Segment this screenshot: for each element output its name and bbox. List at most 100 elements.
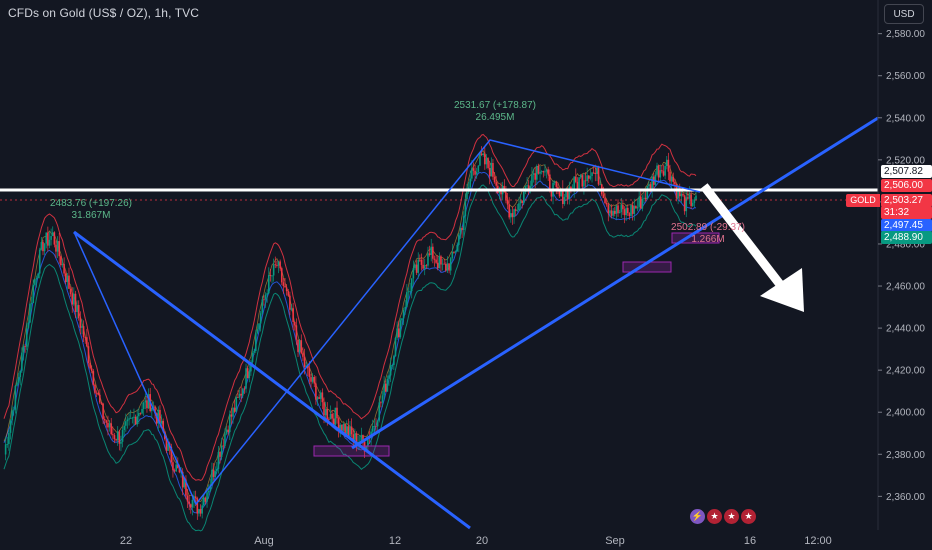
candle-body — [345, 426, 348, 435]
price-axis[interactable]: 2,360.00 2,380.00 2,400.00 2,420.00 2,440.00… — [878, 29, 925, 503]
x-tick-label: Sep — [605, 535, 625, 547]
candle-body — [516, 210, 519, 212]
candle-body — [633, 206, 636, 214]
us-flag-icon[interactable]: ★ — [724, 509, 739, 524]
candle-body — [574, 176, 577, 182]
candle-body — [363, 441, 366, 452]
candle-body — [37, 273, 39, 279]
candle-body — [254, 333, 257, 352]
candle-body — [407, 291, 410, 293]
candle-body — [544, 171, 546, 173]
candle-body — [532, 173, 535, 175]
candle-body — [207, 490, 210, 493]
candle-body — [349, 426, 351, 437]
candle-body — [402, 309, 405, 319]
candle-body — [612, 210, 614, 216]
candle-body — [553, 182, 556, 183]
candle-body — [199, 509, 202, 514]
candle-body — [9, 420, 12, 433]
candle-body — [125, 421, 127, 426]
candle-body — [225, 429, 228, 434]
candle-body — [617, 205, 619, 214]
forecast-arrow-head[interactable] — [760, 268, 804, 312]
candle-body — [178, 468, 181, 473]
candle-body — [324, 408, 327, 416]
candle-body — [141, 408, 143, 414]
lightning-icon[interactable]: ⚡ — [690, 509, 705, 524]
candle-body — [691, 202, 694, 206]
forecast-arrow-shaft[interactable] — [700, 183, 786, 290]
candle-body — [285, 287, 288, 292]
us-flag-icon[interactable]: ★ — [741, 509, 756, 524]
candle-body — [393, 356, 395, 365]
candle-body — [302, 353, 304, 357]
candle-body — [69, 288, 72, 295]
candle-body — [394, 337, 397, 357]
candle-body — [256, 329, 259, 334]
time-axis[interactable]: 22 Aug 12 20 Sep 16 12:00 — [120, 535, 832, 547]
candle-body — [661, 170, 663, 172]
candle-body — [115, 439, 117, 441]
candle-body — [47, 232, 49, 246]
candle-body — [677, 186, 679, 199]
candle-body — [654, 174, 657, 185]
candle-body — [306, 365, 309, 369]
candle-body — [602, 194, 605, 199]
x-tick-label: 12:00 — [804, 535, 832, 547]
candle-body — [477, 165, 480, 172]
annotation-high-2: 2483.76 (+197.26) 31.867M — [36, 198, 146, 222]
candle-body — [219, 451, 221, 457]
candle-body — [173, 470, 176, 472]
lower-band-line — [3, 184, 697, 532]
ascending-trendline[interactable] — [351, 116, 879, 450]
candle-body — [599, 184, 601, 186]
candle-body — [347, 426, 350, 437]
candle-body — [17, 377, 20, 383]
us-flag-icon[interactable]: ★ — [707, 509, 722, 524]
candle-body — [657, 165, 660, 178]
candle-body — [311, 376, 314, 382]
candle-body — [172, 462, 174, 471]
candle-body — [116, 431, 119, 441]
candle-body — [81, 326, 83, 328]
candle-body — [579, 175, 582, 178]
candle-body — [344, 423, 346, 435]
candle-body — [328, 419, 330, 420]
candle-body — [646, 186, 649, 200]
candle-body — [186, 495, 189, 502]
candle-body — [102, 403, 104, 420]
candle-body — [438, 256, 441, 269]
candle-body — [6, 444, 9, 445]
drawing-overlays[interactable] — [0, 116, 879, 530]
event-icons[interactable]: ⚡ ★ ★ ★ — [690, 509, 756, 524]
descending-trendline[interactable] — [73, 230, 471, 530]
candle-body — [316, 397, 319, 400]
candle-body — [110, 423, 113, 435]
currency-button[interactable]: USD — [884, 4, 924, 24]
candle-body — [391, 364, 394, 366]
candle-body — [209, 484, 212, 491]
candle-body — [280, 268, 283, 283]
candle-body — [63, 264, 65, 274]
candle-body — [71, 294, 74, 305]
candle-body — [613, 210, 616, 214]
candle-body — [685, 197, 688, 212]
demand-zone-box[interactable] — [313, 445, 390, 457]
candle-body — [605, 202, 608, 205]
candle-body — [134, 416, 137, 425]
candle-body — [430, 246, 433, 255]
candle-body — [415, 264, 418, 273]
candle-body — [462, 216, 465, 231]
candle-body — [549, 174, 551, 192]
candle-body — [188, 501, 190, 505]
zigzag-pattern-line[interactable] — [73, 139, 701, 506]
candle-body — [597, 167, 600, 185]
candle-body — [453, 252, 455, 253]
candle-body — [656, 165, 658, 175]
candle-body — [29, 303, 31, 323]
candle-body — [409, 291, 411, 292]
candle-body — [245, 368, 247, 389]
candle-body — [591, 172, 593, 177]
candle-body — [68, 275, 70, 289]
